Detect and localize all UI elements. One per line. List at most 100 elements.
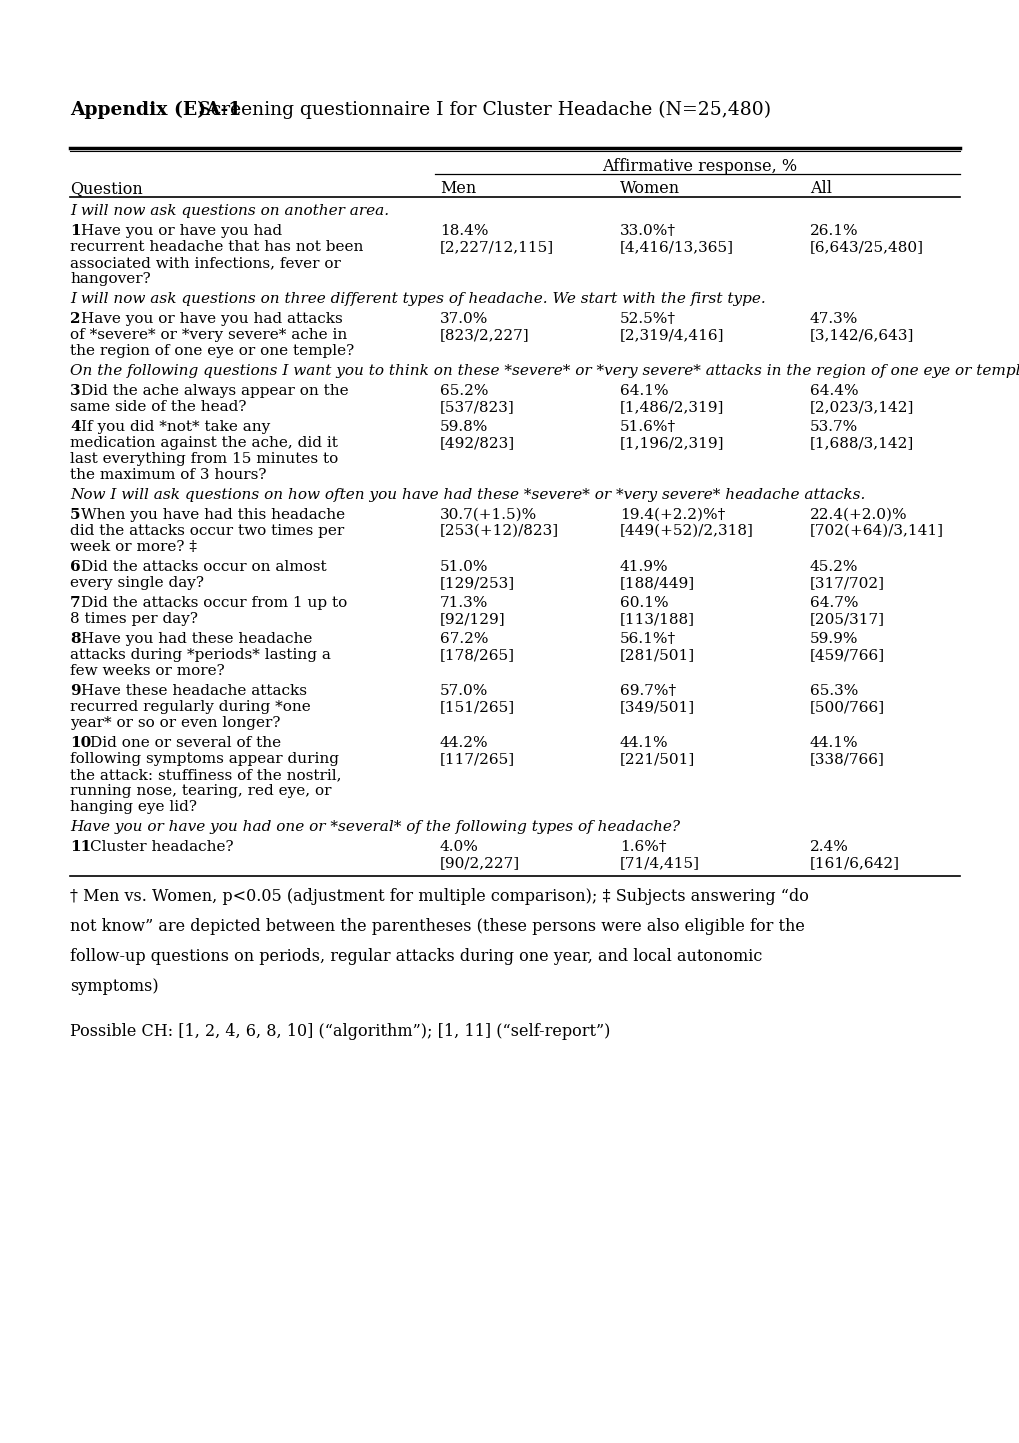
- Text: 4.0%: 4.0%: [439, 840, 478, 854]
- Text: [117/265]: [117/265]: [439, 752, 515, 766]
- Text: 51.6%†: 51.6%†: [620, 420, 676, 434]
- Text: of *severe* or *very severe* ache in: of *severe* or *very severe* ache in: [70, 328, 346, 342]
- Text: 69.7%†: 69.7%†: [620, 684, 676, 698]
- Text: [702(+64)/3,141]: [702(+64)/3,141]: [809, 524, 943, 538]
- Text: [537/823]: [537/823]: [439, 400, 515, 414]
- Text: hangover?: hangover?: [70, 271, 151, 286]
- Text: Question: Question: [70, 180, 143, 198]
- Text: [500/766]: [500/766]: [809, 700, 884, 714]
- Text: 41.9%: 41.9%: [620, 560, 668, 574]
- Text: 64.7%: 64.7%: [809, 596, 858, 610]
- Text: Have these headache attacks: Have these headache attacks: [82, 684, 307, 698]
- Text: All: All: [809, 180, 832, 198]
- Text: [178/265]: [178/265]: [439, 648, 515, 662]
- Text: 9: 9: [70, 684, 81, 698]
- Text: 56.1%†: 56.1%†: [620, 632, 676, 646]
- Text: [2,319/4,416]: [2,319/4,416]: [620, 328, 723, 342]
- Text: 44.1%: 44.1%: [809, 736, 858, 750]
- Text: 51.0%: 51.0%: [439, 560, 488, 574]
- Text: [71/4,415]: [71/4,415]: [620, 856, 699, 870]
- Text: [823/2,227]: [823/2,227]: [439, 328, 529, 342]
- Text: I will now ask questions on another area.: I will now ask questions on another area…: [70, 203, 388, 218]
- Text: Did the attacks occur on almost: Did the attacks occur on almost: [82, 560, 327, 574]
- Text: Screening questionnaire I for Cluster Headache (N=25,480): Screening questionnaire I for Cluster He…: [192, 101, 770, 118]
- Text: [459/766]: [459/766]: [809, 648, 884, 662]
- Text: every single day?: every single day?: [70, 576, 204, 590]
- Text: medication against the ache, did it: medication against the ache, did it: [70, 436, 337, 450]
- Text: 53.7%: 53.7%: [809, 420, 857, 434]
- Text: 33.0%†: 33.0%†: [620, 224, 676, 238]
- Text: Have you or have you had attacks: Have you or have you had attacks: [82, 312, 343, 326]
- Text: symptoms): symptoms): [70, 978, 159, 996]
- Text: Possible CH: [1, 2, 4, 6, 8, 10] (“algorithm”); [1, 11] (“self-report”): Possible CH: [1, 2, 4, 6, 8, 10] (“algor…: [70, 1023, 609, 1040]
- Text: 1.6%†: 1.6%†: [620, 840, 665, 854]
- Text: [492/823]: [492/823]: [439, 436, 515, 450]
- Text: recurrent headache that has not been: recurrent headache that has not been: [70, 240, 363, 254]
- Text: Women: Women: [620, 180, 680, 198]
- Text: [2,227/12,115]: [2,227/12,115]: [439, 240, 553, 254]
- Text: [92/129]: [92/129]: [439, 612, 505, 626]
- Text: On the following questions I want you to think on these *severe* or *very severe: On the following questions I want you to…: [70, 364, 1019, 378]
- Text: 52.5%†: 52.5%†: [620, 312, 676, 326]
- Text: 10: 10: [70, 736, 91, 750]
- Text: [205/317]: [205/317]: [809, 612, 884, 626]
- Text: 37.0%: 37.0%: [439, 312, 488, 326]
- Text: [2,023/3,142]: [2,023/3,142]: [809, 400, 913, 414]
- Text: did the attacks occur two times per: did the attacks occur two times per: [70, 524, 344, 538]
- Text: Now I will ask questions on how often you have had these *severe* or *very sever: Now I will ask questions on how often yo…: [70, 488, 864, 502]
- Text: 18.4%: 18.4%: [439, 224, 488, 238]
- Text: year* or so or even longer?: year* or so or even longer?: [70, 716, 280, 730]
- Text: [449(+52)/2,318]: [449(+52)/2,318]: [620, 524, 753, 538]
- Text: 64.1%: 64.1%: [620, 384, 668, 398]
- Text: 7: 7: [70, 596, 81, 610]
- Text: 44.1%: 44.1%: [620, 736, 668, 750]
- Text: Have you had these headache: Have you had these headache: [82, 632, 313, 646]
- Text: the attack: stuffiness of the nostril,: the attack: stuffiness of the nostril,: [70, 768, 341, 782]
- Text: 22.4(+2.0)%: 22.4(+2.0)%: [809, 508, 907, 522]
- Text: Men: Men: [439, 180, 476, 198]
- Text: 2.4%: 2.4%: [809, 840, 848, 854]
- Text: 65.2%: 65.2%: [439, 384, 488, 398]
- Text: 6: 6: [70, 560, 81, 574]
- Text: the region of one eye or one temple?: the region of one eye or one temple?: [70, 343, 354, 358]
- Text: 2: 2: [70, 312, 81, 326]
- Text: [188/449]: [188/449]: [620, 576, 694, 590]
- Text: Have you or have you had one or *several* of the following types of headache?: Have you or have you had one or *several…: [70, 820, 680, 834]
- Text: few weeks or more?: few weeks or more?: [70, 664, 224, 678]
- Text: [4,416/13,365]: [4,416/13,365]: [620, 240, 734, 254]
- Text: [1,196/2,319]: [1,196/2,319]: [620, 436, 723, 450]
- Text: Appendix (E)A-1: Appendix (E)A-1: [70, 101, 242, 118]
- Text: [3,142/6,643]: [3,142/6,643]: [809, 328, 913, 342]
- Text: same side of the head?: same side of the head?: [70, 400, 247, 414]
- Text: 19.4(+2.2)%†: 19.4(+2.2)%†: [620, 508, 725, 522]
- Text: 26.1%: 26.1%: [809, 224, 858, 238]
- Text: following symptoms appear during: following symptoms appear during: [70, 752, 338, 766]
- Text: 59.9%: 59.9%: [809, 632, 858, 646]
- Text: [338/766]: [338/766]: [809, 752, 884, 766]
- Text: associated with infections, fever or: associated with infections, fever or: [70, 255, 340, 270]
- Text: 8: 8: [70, 632, 81, 646]
- Text: 30.7(+1.5)%: 30.7(+1.5)%: [439, 508, 537, 522]
- Text: 1: 1: [70, 224, 81, 238]
- Text: Affirmative response, %: Affirmative response, %: [602, 157, 797, 175]
- Text: I will now ask questions on three different types of headache. We start with the: I will now ask questions on three differ…: [70, 291, 765, 306]
- Text: 5: 5: [70, 508, 81, 522]
- Text: 3: 3: [70, 384, 81, 398]
- Text: 11: 11: [70, 840, 91, 854]
- Text: 44.2%: 44.2%: [439, 736, 488, 750]
- Text: [1,486/2,319]: [1,486/2,319]: [620, 400, 723, 414]
- Text: Did the attacks occur from 1 up to: Did the attacks occur from 1 up to: [82, 596, 347, 610]
- Text: [349/501]: [349/501]: [620, 700, 694, 714]
- Text: [113/188]: [113/188]: [620, 612, 694, 626]
- Text: not know” are depicted between the parentheses (these persons were also eligible: not know” are depicted between the paren…: [70, 918, 804, 935]
- Text: 59.8%: 59.8%: [439, 420, 488, 434]
- Text: 45.2%: 45.2%: [809, 560, 858, 574]
- Text: recurred regularly during *one: recurred regularly during *one: [70, 700, 311, 714]
- Text: attacks during *periods* lasting a: attacks during *periods* lasting a: [70, 648, 330, 662]
- Text: 71.3%: 71.3%: [439, 596, 488, 610]
- Text: If you did *not* take any: If you did *not* take any: [82, 420, 270, 434]
- Text: [151/265]: [151/265]: [439, 700, 515, 714]
- Text: [90/2,227]: [90/2,227]: [439, 856, 520, 870]
- Text: 8 times per day?: 8 times per day?: [70, 612, 198, 626]
- Text: 47.3%: 47.3%: [809, 312, 858, 326]
